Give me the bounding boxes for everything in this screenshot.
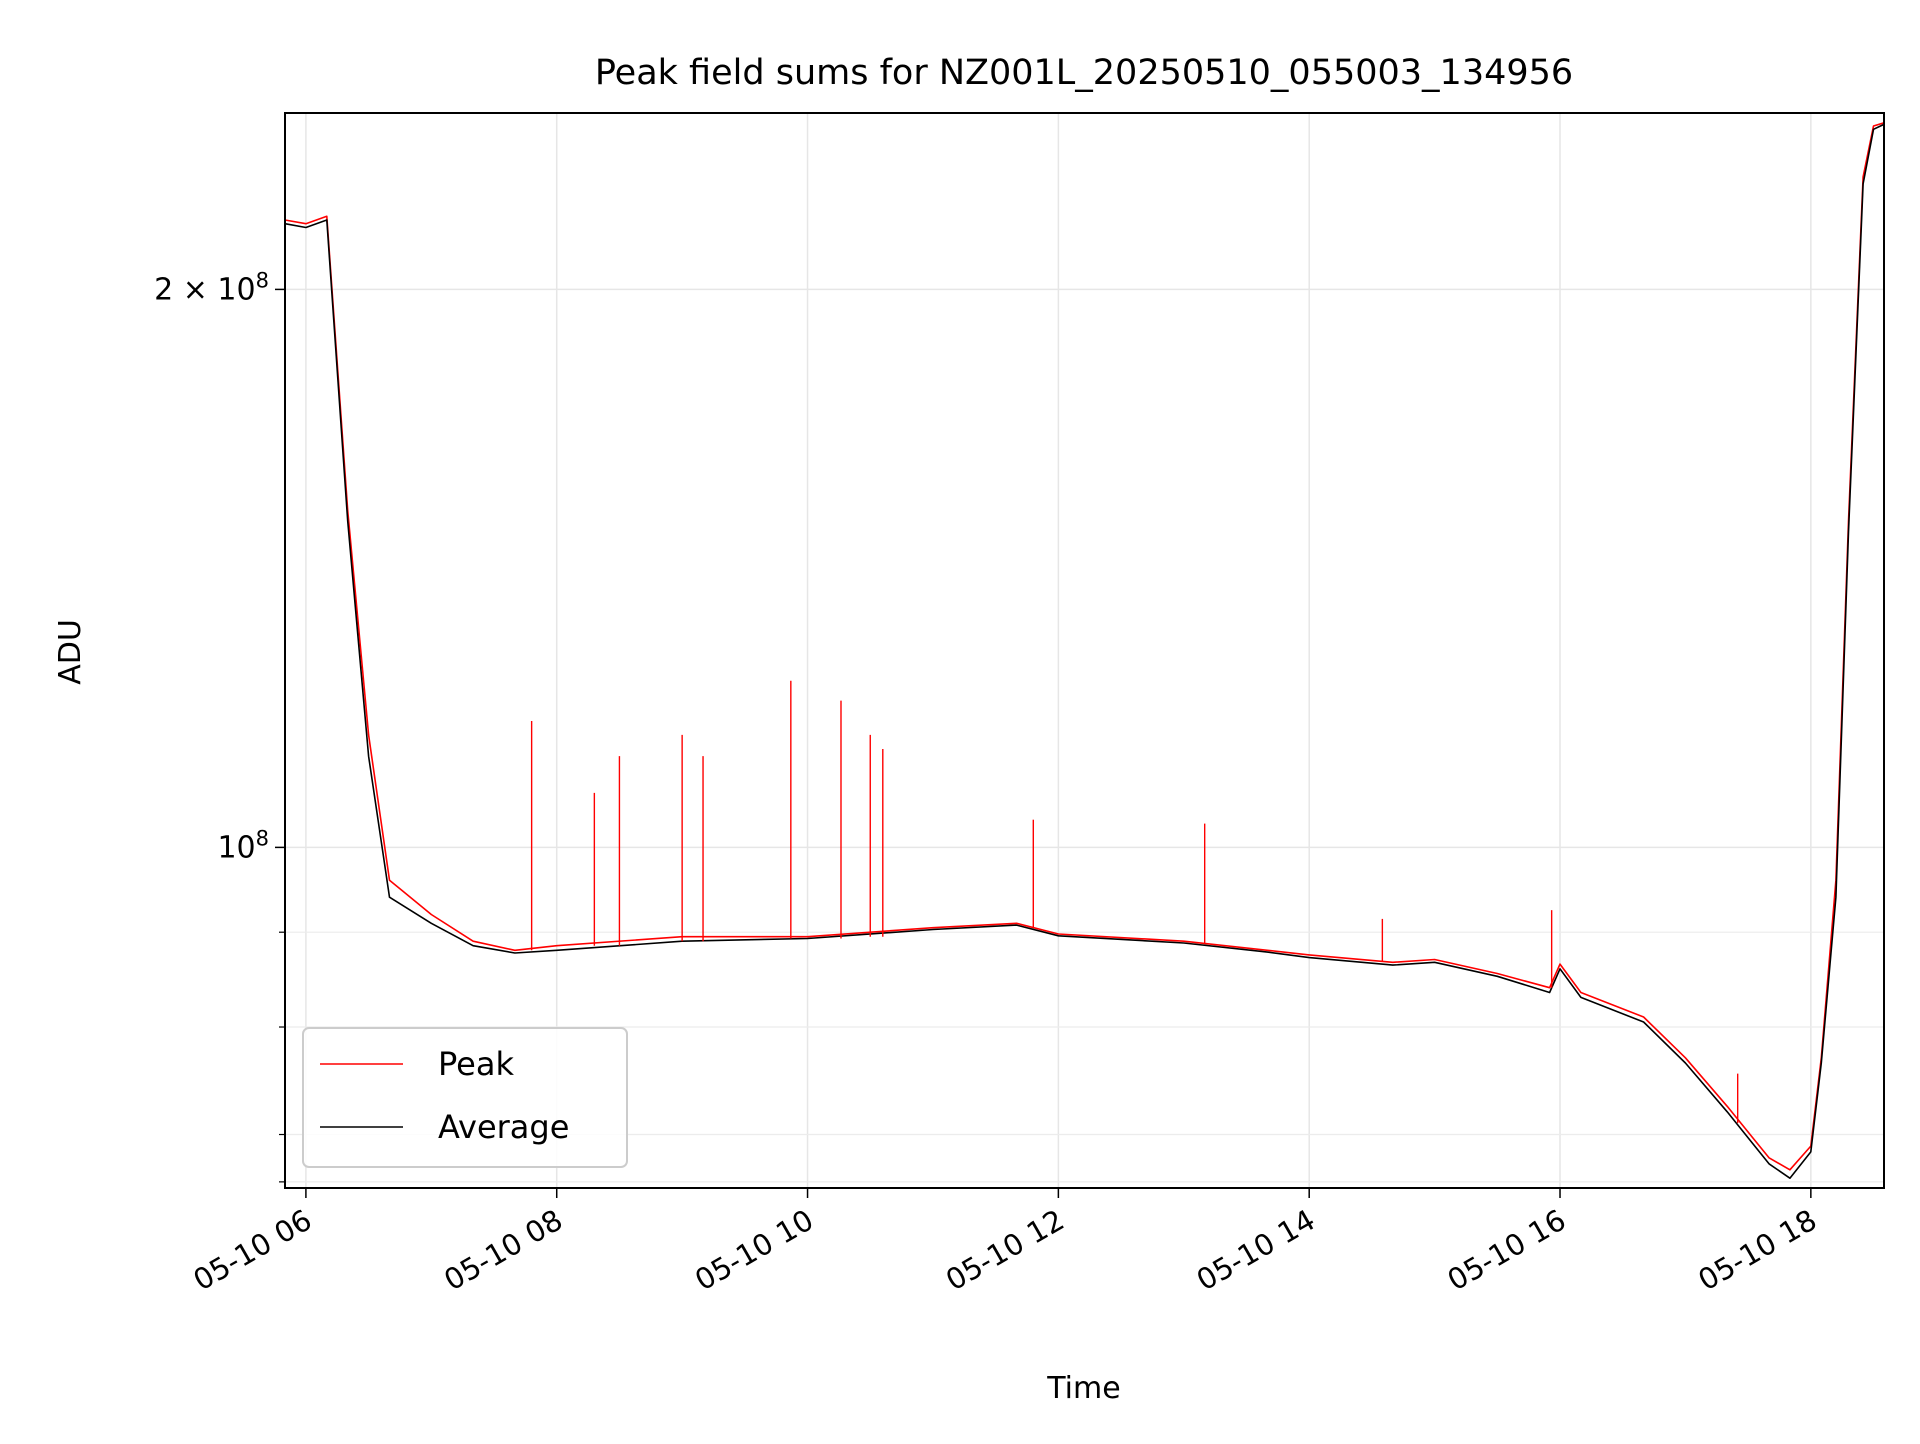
plot-area-frame <box>284 112 1885 1189</box>
legend-label-peak: Peak <box>438 1045 514 1083</box>
y-axis-label: ADU <box>53 619 88 685</box>
chart-title: Peak field sums for NZ001L_20250510_0550… <box>595 53 1573 93</box>
x-axis-label: Time <box>1046 1371 1120 1406</box>
x-tick-label: 05-10 14 <box>1191 1203 1321 1298</box>
legend: Peak Average <box>302 1027 628 1168</box>
x-tick-label: 05-10 12 <box>940 1203 1070 1298</box>
legend-box <box>302 1027 628 1168</box>
series-layer <box>284 122 1885 1179</box>
y-tick-label: 2 × 108 <box>154 268 269 307</box>
x-tick-label: 05-10 10 <box>689 1203 819 1298</box>
legend-label-average: Average <box>438 1108 569 1146</box>
series-line-average <box>284 123 1885 1179</box>
x-tick-label: 05-10 08 <box>438 1203 568 1298</box>
x-tick-label: 05-10 18 <box>1692 1203 1822 1298</box>
y-tick-label: 108 <box>217 826 269 865</box>
grid-lines <box>285 113 1884 1188</box>
x-tick-label: 05-10 06 <box>187 1203 317 1298</box>
x-tick-label: 05-10 16 <box>1442 1203 1572 1298</box>
series-line-peak <box>284 122 1885 1171</box>
